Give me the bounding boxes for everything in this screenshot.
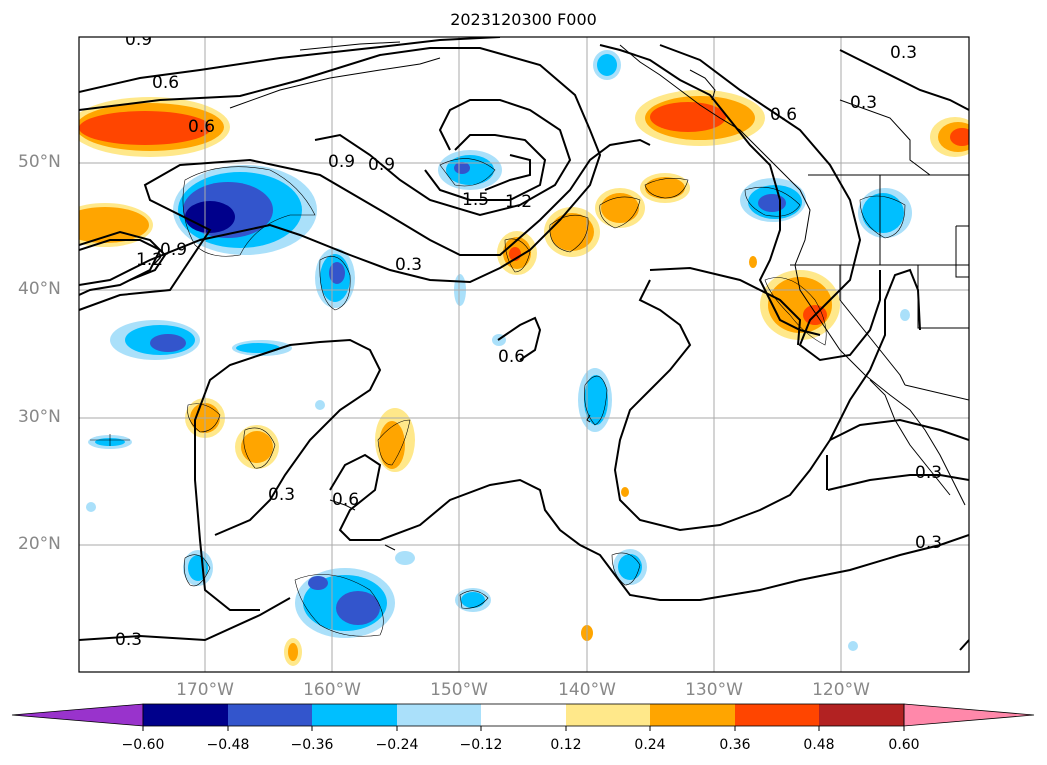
lon-label: 150°W	[430, 680, 488, 700]
colorbar-segment	[143, 704, 228, 726]
colorbar-extend-low	[11, 703, 144, 727]
contour-label: 0.6	[188, 117, 215, 137]
map-title: 2023120300 F000	[450, 10, 597, 29]
colorbar-tick-label: 0.12	[550, 737, 582, 753]
colorbar-tick-label: −0.24	[375, 737, 419, 753]
colorbar-segment	[228, 704, 312, 726]
contour-label: 1.2	[136, 250, 163, 270]
lat-label: 40°N	[18, 279, 61, 299]
gridlines	[79, 37, 969, 672]
lon-label: 130°W	[685, 680, 743, 700]
contour-label: 0.6	[152, 73, 179, 93]
contour-lines	[79, 37, 969, 651]
colorbar-segment	[312, 704, 397, 726]
colorbar-segment	[397, 704, 481, 726]
contour-label: 0.3	[115, 630, 142, 650]
colorbar-tick-label: 0.36	[719, 737, 751, 753]
colorbar-tick-label: −0.12	[459, 737, 503, 753]
colorbar-segment	[650, 704, 735, 726]
colorbar	[11, 703, 1035, 731]
contour-label: 0.6	[770, 105, 797, 125]
lat-label: 20°N	[18, 534, 61, 554]
contour-label: 0.3	[890, 43, 917, 63]
colorbar-segment	[735, 704, 819, 726]
contour-label: 0.9	[328, 152, 355, 172]
contour-label: 0.9	[125, 30, 152, 50]
colorbar-segment	[819, 704, 904, 726]
colorbar-tick-label: −0.48	[206, 737, 250, 753]
lon-label: 160°W	[303, 680, 361, 700]
lon-label: 170°W	[176, 680, 234, 700]
contour-label: 1.2	[505, 192, 532, 212]
lat-label: 50°N	[18, 152, 61, 172]
colorbar-tick-label: −0.36	[290, 737, 334, 753]
colorbar-tick-label: 0.48	[803, 737, 835, 753]
contour-label: 0.6	[332, 490, 359, 510]
contour-label: 1.5	[462, 190, 489, 210]
contour-label: 0.9	[368, 155, 395, 175]
lon-label: 120°W	[812, 680, 870, 700]
contour-label-group: 0.9 0.6 0.6 0.9 0.9 1.5 1.2 0.3 0.9 1.2 …	[115, 30, 942, 650]
colorbar-tick-label: 0.24	[634, 737, 666, 753]
contour-label: 0.9	[160, 240, 187, 260]
lat-label: 30°N	[18, 407, 61, 427]
colorbar-segment	[481, 704, 566, 726]
colorbar-extend-high	[903, 703, 1035, 727]
thin-contours	[90, 158, 906, 637]
colorbar-segment	[566, 704, 650, 726]
map-plot-area: 0.9 0.6 0.6 0.9 0.9 1.5 1.2 0.3 0.9 1.2 …	[79, 30, 969, 672]
colorbar-tick-label: −0.60	[121, 737, 165, 753]
plot-frame	[78, 36, 970, 673]
contour-label: 0.3	[915, 533, 942, 553]
contour-label: 0.3	[395, 255, 422, 275]
lon-label: 140°W	[558, 680, 616, 700]
contour-label: 0.3	[915, 463, 942, 483]
colorbar-tick-label: 0.60	[888, 737, 920, 753]
contour-label: 0.6	[498, 347, 525, 367]
contour-label: 0.3	[850, 93, 877, 113]
contour-label: 0.3	[268, 485, 295, 505]
